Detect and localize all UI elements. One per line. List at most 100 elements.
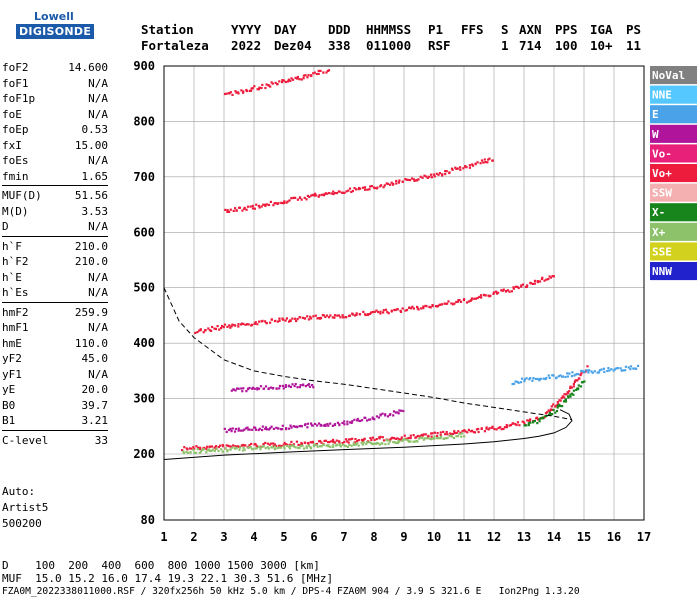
echo-point: [525, 424, 528, 427]
echo-point: [296, 386, 299, 389]
echo-point: [296, 446, 299, 449]
echo-point: [303, 317, 306, 320]
echo-point: [257, 445, 261, 448]
echo-point: [456, 435, 460, 438]
echo-point: [331, 316, 334, 319]
echo-point: [306, 383, 309, 387]
echo-point: [554, 411, 557, 414]
echo-point: [205, 451, 208, 454]
echo-point: [343, 423, 346, 426]
echo-point: [260, 86, 263, 90]
auto-label: Auto:: [2, 485, 36, 498]
echo-point: [314, 314, 317, 317]
echo-point: [429, 306, 432, 309]
echo-point: [319, 316, 323, 319]
echo-point: [579, 374, 582, 377]
echo-point: [531, 379, 534, 382]
echo-point: [333, 314, 337, 317]
echo-point: [265, 83, 268, 86]
echo-point: [215, 447, 218, 450]
echo-point: [392, 414, 395, 417]
echo-point: [287, 385, 290, 388]
echo-point: [422, 307, 425, 310]
param-value: 3.21: [81, 414, 109, 427]
echo-point: [264, 86, 267, 90]
echo-point: [289, 79, 292, 82]
echo-point: [566, 375, 569, 378]
echo-point: [366, 419, 369, 422]
echo-point: [234, 389, 237, 392]
echo-point: [253, 207, 256, 210]
legend-label: Vo+: [652, 167, 672, 180]
echo-point: [371, 310, 374, 314]
echo-point: [202, 448, 205, 451]
echo-point: [501, 289, 504, 292]
echo-point: [439, 435, 443, 438]
echo-point: [529, 421, 532, 424]
echo-point: [503, 426, 507, 429]
echo-point: [272, 442, 275, 445]
echo-point: [282, 445, 285, 448]
echo-point: [274, 202, 277, 205]
echo-point: [362, 441, 365, 444]
echo-point: [536, 422, 539, 425]
echo-point: [475, 428, 478, 431]
echo-point: [479, 162, 482, 165]
hdr-label-axn: AXN: [519, 22, 542, 37]
echo-point: [442, 430, 445, 433]
echo-point: [580, 381, 584, 384]
echo-point: [523, 380, 526, 383]
echo-point: [597, 371, 600, 374]
echo-point: [306, 422, 310, 425]
echo-point: [370, 441, 373, 444]
echo-point: [439, 303, 442, 306]
param-value: 20.0: [81, 383, 109, 396]
echo-point: [195, 445, 198, 448]
echo-point: [351, 189, 354, 193]
echo-point: [264, 426, 268, 429]
echo-point: [240, 387, 243, 390]
echo-point: [297, 443, 300, 446]
echo-point: [257, 428, 260, 432]
param-value: 51.56: [74, 189, 108, 202]
echo-point: [289, 319, 292, 322]
x-tick-label: 10: [427, 530, 441, 544]
echo-point: [432, 173, 435, 176]
echo-point: [275, 426, 278, 429]
echo-point: [415, 179, 419, 182]
echo-point: [392, 437, 396, 440]
echo-point: [450, 435, 453, 438]
echo-point: [464, 430, 467, 433]
echo-point: [302, 74, 305, 77]
footer-d-line: D 100 200 400 600 800 1000 1500 3000 [km…: [2, 559, 320, 572]
echo-point: [409, 440, 412, 443]
echo-point: [526, 284, 529, 287]
echo-point: [455, 300, 458, 304]
echo-point: [378, 437, 381, 440]
echo-point: [471, 163, 474, 166]
echo-point: [332, 193, 335, 196]
echo-point: [500, 289, 503, 292]
echo-point: [350, 190, 353, 194]
echo-point: [523, 378, 526, 381]
echo-point: [324, 439, 328, 442]
echo-point: [238, 448, 241, 451]
param-separator: [2, 185, 108, 186]
echo-point: [267, 203, 271, 207]
echo-point: [339, 316, 342, 319]
echo-point: [331, 438, 335, 441]
echo-point: [576, 379, 579, 382]
echo-point: [317, 422, 321, 425]
echo-point: [485, 427, 488, 430]
echo-point: [456, 167, 459, 170]
echo-point: [242, 387, 245, 390]
echo-point: [285, 428, 288, 431]
echo-point: [335, 439, 338, 442]
echo-point: [274, 81, 277, 84]
param-key: foEs: [2, 154, 29, 167]
echo-point: [483, 430, 486, 433]
echo-point: [521, 283, 525, 286]
echo-point: [325, 192, 328, 195]
echo-point: [512, 287, 515, 290]
param-row: foF2 14.600: [2, 60, 108, 76]
